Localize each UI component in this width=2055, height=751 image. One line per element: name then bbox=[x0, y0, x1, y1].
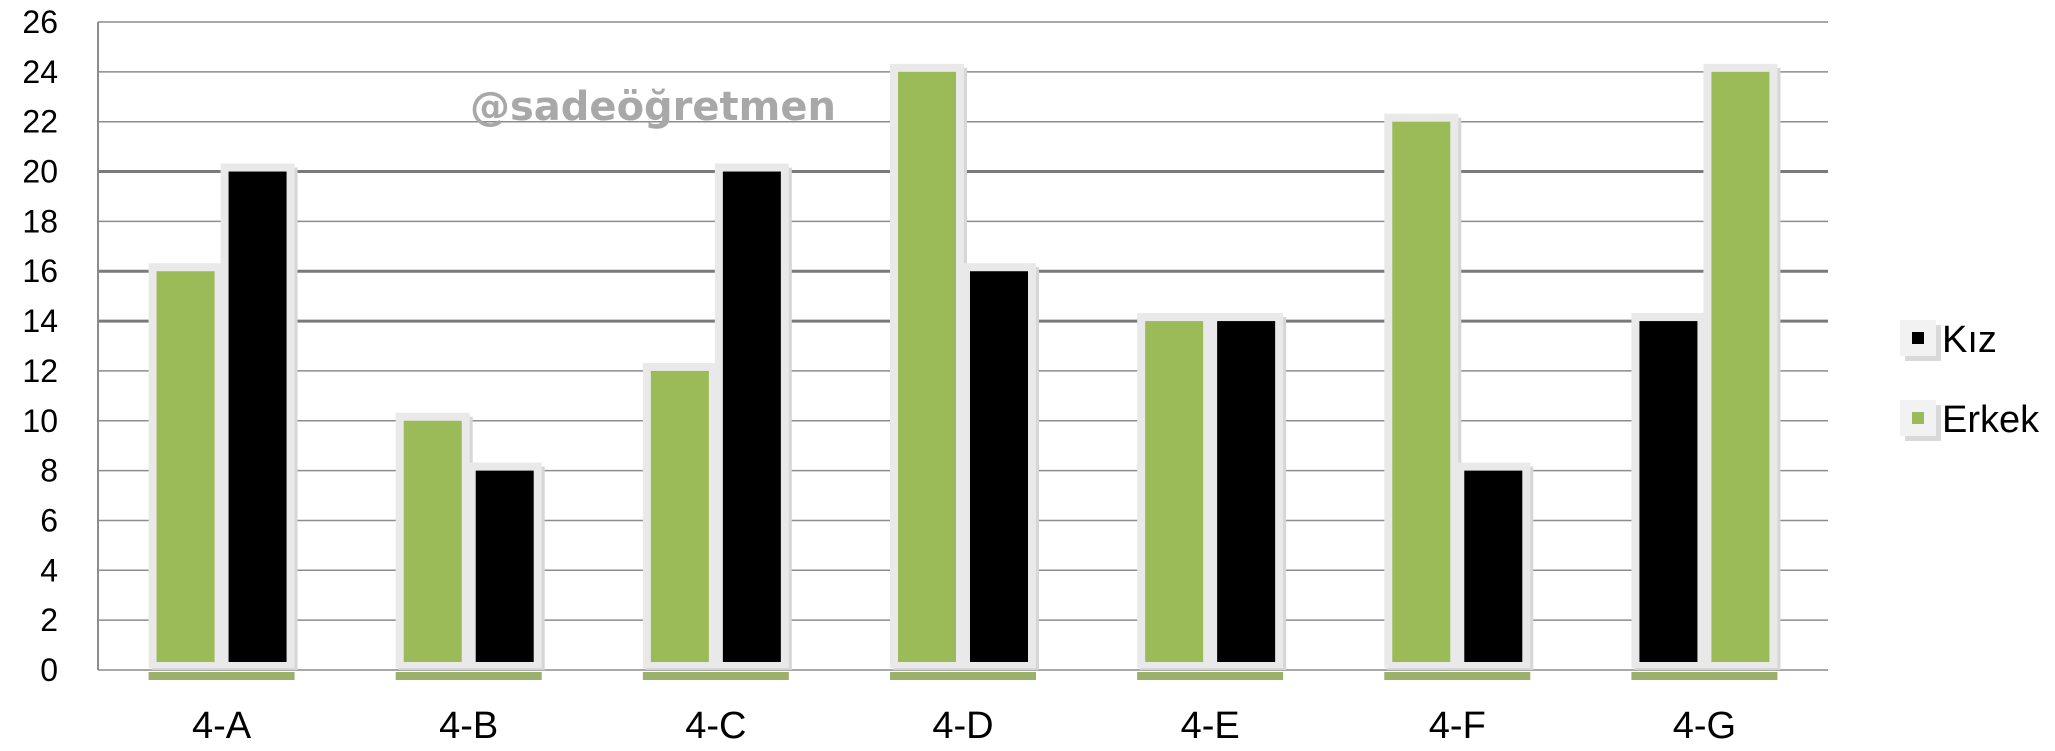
y-tick-label: 8 bbox=[40, 453, 58, 489]
bar-kiz-4-g bbox=[1639, 321, 1698, 662]
bar-kiz-4-c bbox=[722, 171, 781, 663]
bar-base-shadow bbox=[1384, 672, 1531, 680]
bar-erkek-4-c bbox=[650, 370, 709, 662]
bar-kiz-4-a bbox=[228, 171, 287, 663]
y-tick-label: 4 bbox=[40, 552, 58, 588]
y-tick-label: 0 bbox=[40, 652, 58, 688]
x-axis-labels: 4-A 4-B 4-C 4-D 4-E 4-F 4-G bbox=[192, 705, 1736, 747]
bar-erkek-4-d bbox=[898, 71, 956, 663]
bar-kiz-4-e bbox=[1217, 321, 1276, 662]
bar-erkek-4-e bbox=[1145, 321, 1204, 662]
bar-erkek-4-g bbox=[1711, 71, 1770, 663]
y-tick-label: 14 bbox=[22, 303, 58, 339]
x-category-label: 4-D bbox=[932, 705, 993, 747]
legend-label: Erkek bbox=[1942, 399, 2040, 441]
y-tick-label: 2 bbox=[40, 602, 58, 638]
y-tick-label: 20 bbox=[22, 154, 58, 190]
y-tick-label: 26 bbox=[22, 4, 58, 40]
bars bbox=[148, 63, 1781, 680]
bar-base-shadow bbox=[395, 672, 542, 680]
y-tick-label: 22 bbox=[22, 104, 58, 140]
bar-erkek-4-f bbox=[1392, 121, 1451, 662]
legend-swatch bbox=[1912, 332, 1924, 344]
bar-erkek-4-a bbox=[156, 271, 215, 662]
bar-base-shadow bbox=[642, 672, 789, 680]
x-category-label: 4-E bbox=[1181, 705, 1240, 747]
bar-erkek-4-b bbox=[403, 420, 462, 662]
bar-base-shadow bbox=[890, 672, 1036, 680]
bar-kiz-4-d bbox=[970, 271, 1028, 662]
y-tick-label: 12 bbox=[22, 353, 58, 389]
y-tick-label: 16 bbox=[22, 253, 58, 289]
x-category-label: 4-C bbox=[685, 705, 746, 747]
x-category-label: 4-F bbox=[1429, 705, 1486, 747]
bar-kiz-4-b bbox=[475, 470, 534, 662]
bar-base-shadow bbox=[148, 672, 295, 680]
legend-label: Kız bbox=[1942, 319, 1997, 361]
bar-base-shadow bbox=[1631, 672, 1778, 680]
y-tick-label: 24 bbox=[22, 54, 58, 90]
legend: Kız Erkek bbox=[1900, 319, 2040, 441]
y-tick-label: 10 bbox=[22, 403, 58, 439]
x-category-label: 4-B bbox=[439, 705, 498, 747]
legend-swatch bbox=[1912, 412, 1924, 424]
bar-base-shadow bbox=[1137, 672, 1284, 680]
y-tick-label: 18 bbox=[22, 203, 58, 239]
y-tick-label: 6 bbox=[40, 502, 58, 538]
x-category-label: 4-A bbox=[192, 705, 252, 747]
watermark-text: @sadeöğretmen bbox=[470, 84, 836, 130]
bar-kiz-4-f bbox=[1464, 470, 1523, 662]
x-category-label: 4-G bbox=[1673, 705, 1736, 747]
